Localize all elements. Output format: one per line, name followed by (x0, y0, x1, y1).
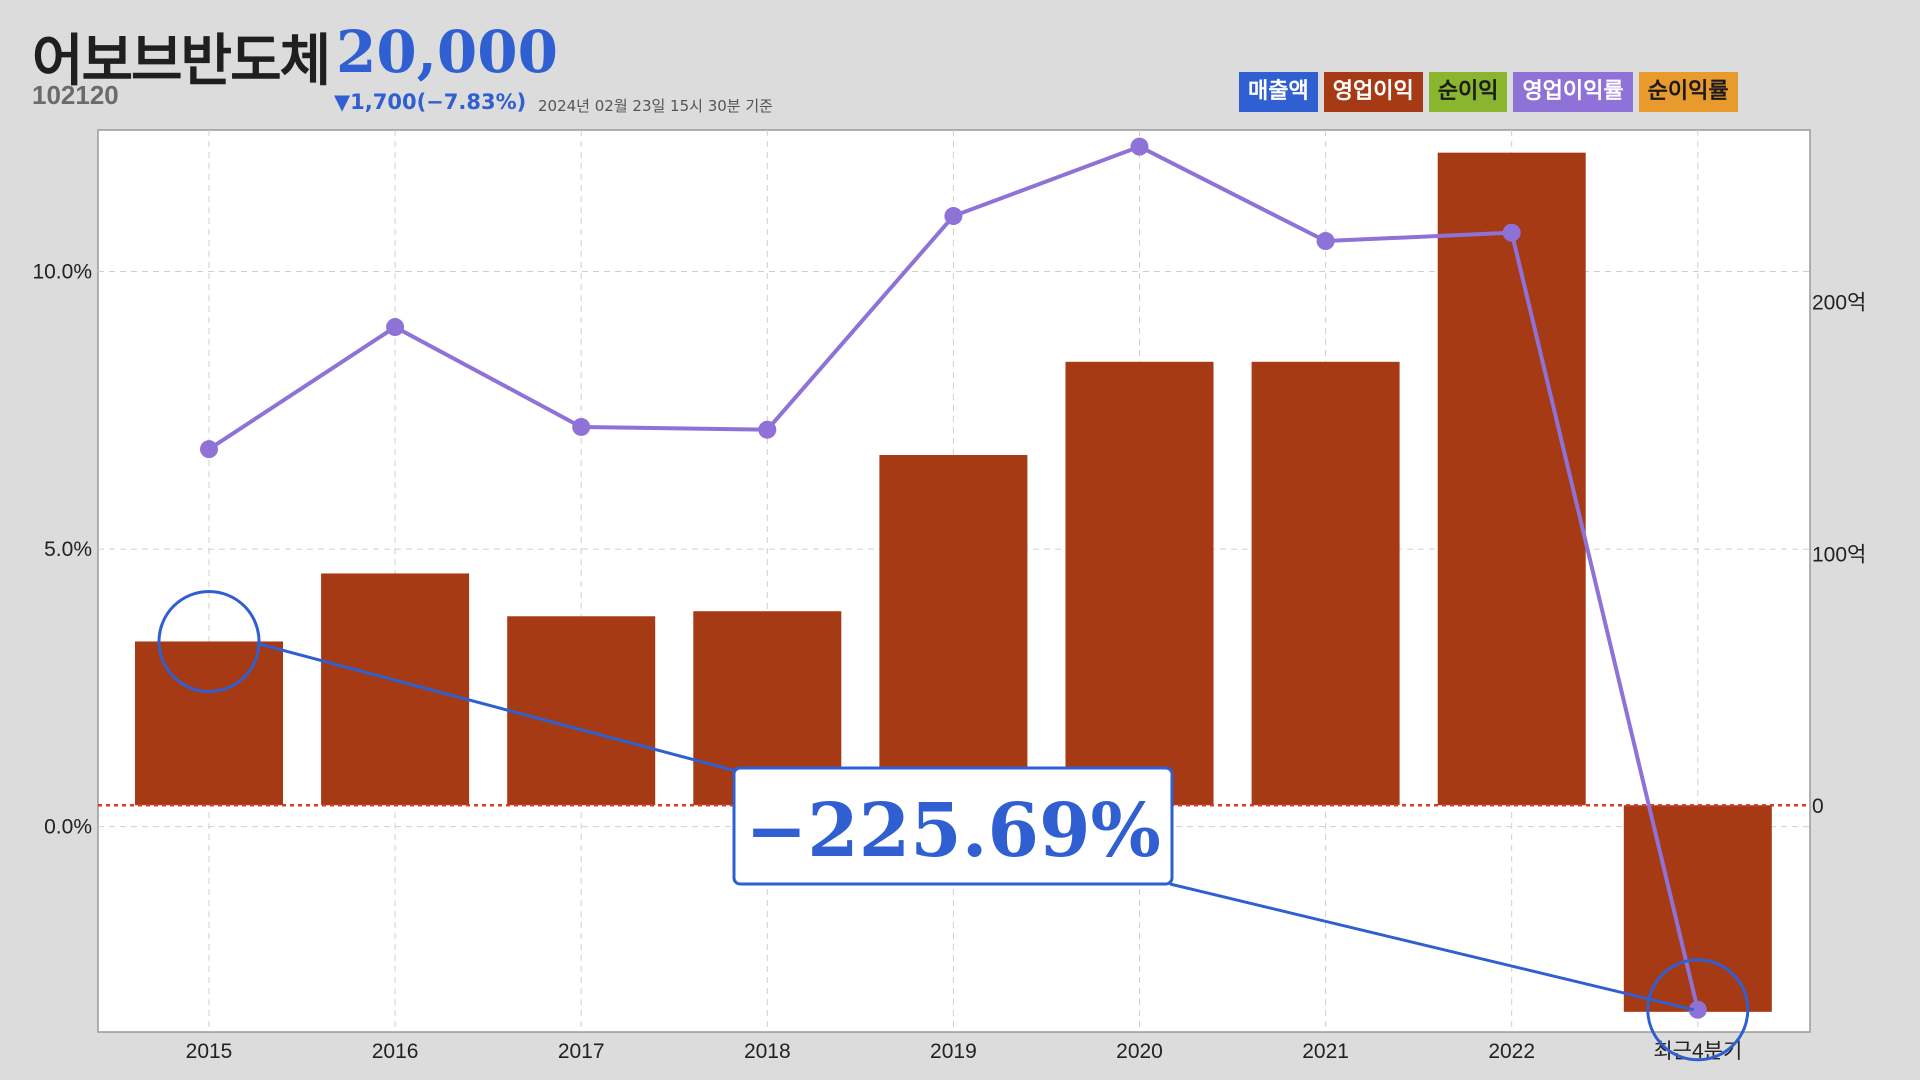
x-axis-tick-label: 2022 (1488, 1040, 1535, 1063)
callout-value: −225.69% (745, 788, 1161, 874)
x-axis-tick-label: 2017 (558, 1040, 605, 1063)
bar-operating-profit (1251, 361, 1400, 806)
point-operating-margin (944, 207, 963, 226)
callout-box (732, 766, 1174, 886)
point-operating-margin (572, 417, 591, 436)
axis-labels: 0.0% 5.0% 10.0% 0 100억 200억 2015 2016 2017 2018 20… (32, 261, 1866, 1063)
margin-line (200, 137, 1707, 1019)
bar-operating-profit (1437, 152, 1586, 806)
legend-item-operating-margin[interactable]: 영업이익률 (1513, 72, 1633, 112)
stock-price: 20,000 (336, 18, 558, 86)
x-axis-tick-label: 2019 (930, 1040, 977, 1063)
x-axis-tick-label: 2018 (744, 1040, 791, 1063)
annotation-circle-end (1646, 958, 1750, 1062)
point-operating-margin (1688, 1000, 1707, 1019)
x-axis-tick-label: 2020 (1116, 1040, 1163, 1063)
left-axis-tick-label: 5.0% (44, 538, 92, 561)
bar-operating-profit (135, 641, 283, 806)
x-axis-tick-label: 2015 (186, 1040, 233, 1063)
bar-operating-profit (879, 455, 1028, 806)
bar-operating-profit (1065, 361, 1214, 806)
annotation-connector-right (1169, 882, 1695, 1012)
left-axis-tick-label: 10.0% (32, 261, 92, 284)
annotation: −225.69% (157, 589, 1750, 1062)
right-axis-tick-label: 0 (1812, 795, 1824, 818)
point-operating-margin (1130, 137, 1149, 156)
point-operating-margin (758, 420, 777, 439)
point-operating-margin (200, 440, 218, 459)
bar-operating-profit (1623, 805, 1772, 1012)
annotation-circle-start (157, 589, 261, 693)
price-change: ▼1,700(−7.83%) (334, 90, 527, 114)
legend: 매출액 영업이익 순이익 영업이익률 순이익률 (1239, 72, 1738, 112)
legend-item-revenue[interactable]: 매출액 (1239, 72, 1318, 112)
annotation-connector-left (256, 642, 741, 774)
x-axis-tick-label: 2016 (372, 1040, 419, 1063)
x-axis-tick-label: 최근4분기 (1653, 1040, 1742, 1063)
header: 어보브반도체 20,000 102120 ▼1,700(−7.83%) 2024… (0, 0, 1920, 128)
point-operating-margin (386, 318, 405, 337)
right-axis-tick-label: 100억 (1812, 543, 1866, 566)
left-axis-tick-label: 0.0% (44, 816, 92, 839)
x-axis-tick-label: 2021 (1302, 1040, 1349, 1063)
right-axis-tick-label: 200억 (1812, 291, 1866, 314)
bar-operating-profit (507, 616, 656, 806)
legend-item-net-margin[interactable]: 순이익률 (1638, 72, 1738, 112)
stock-name: 어보브반도체 (32, 29, 331, 94)
bars (135, 152, 1772, 1012)
as-of-timestamp: 2024년 02월 23일 15시 30분 기준 (538, 97, 773, 115)
bar-operating-profit (321, 573, 470, 806)
point-operating-margin (1316, 232, 1335, 251)
stock-code: 102120 (32, 80, 119, 110)
legend-item-net-income[interactable]: 순이익 (1428, 72, 1508, 112)
point-operating-margin (1502, 223, 1521, 242)
legend-item-operating-profit[interactable]: 영업이익 (1323, 72, 1423, 112)
